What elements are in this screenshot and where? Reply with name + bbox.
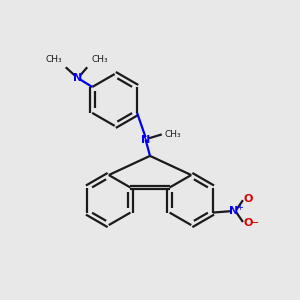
Text: O: O [244, 194, 253, 204]
Text: −: − [250, 218, 259, 228]
Text: N: N [230, 206, 239, 216]
Text: N: N [141, 135, 150, 145]
Text: +: + [236, 203, 243, 212]
Text: CH₃: CH₃ [91, 55, 108, 64]
Text: CH₃: CH₃ [45, 55, 62, 64]
Text: O: O [244, 218, 253, 229]
Text: CH₃: CH₃ [165, 130, 181, 139]
Text: N: N [73, 73, 82, 83]
